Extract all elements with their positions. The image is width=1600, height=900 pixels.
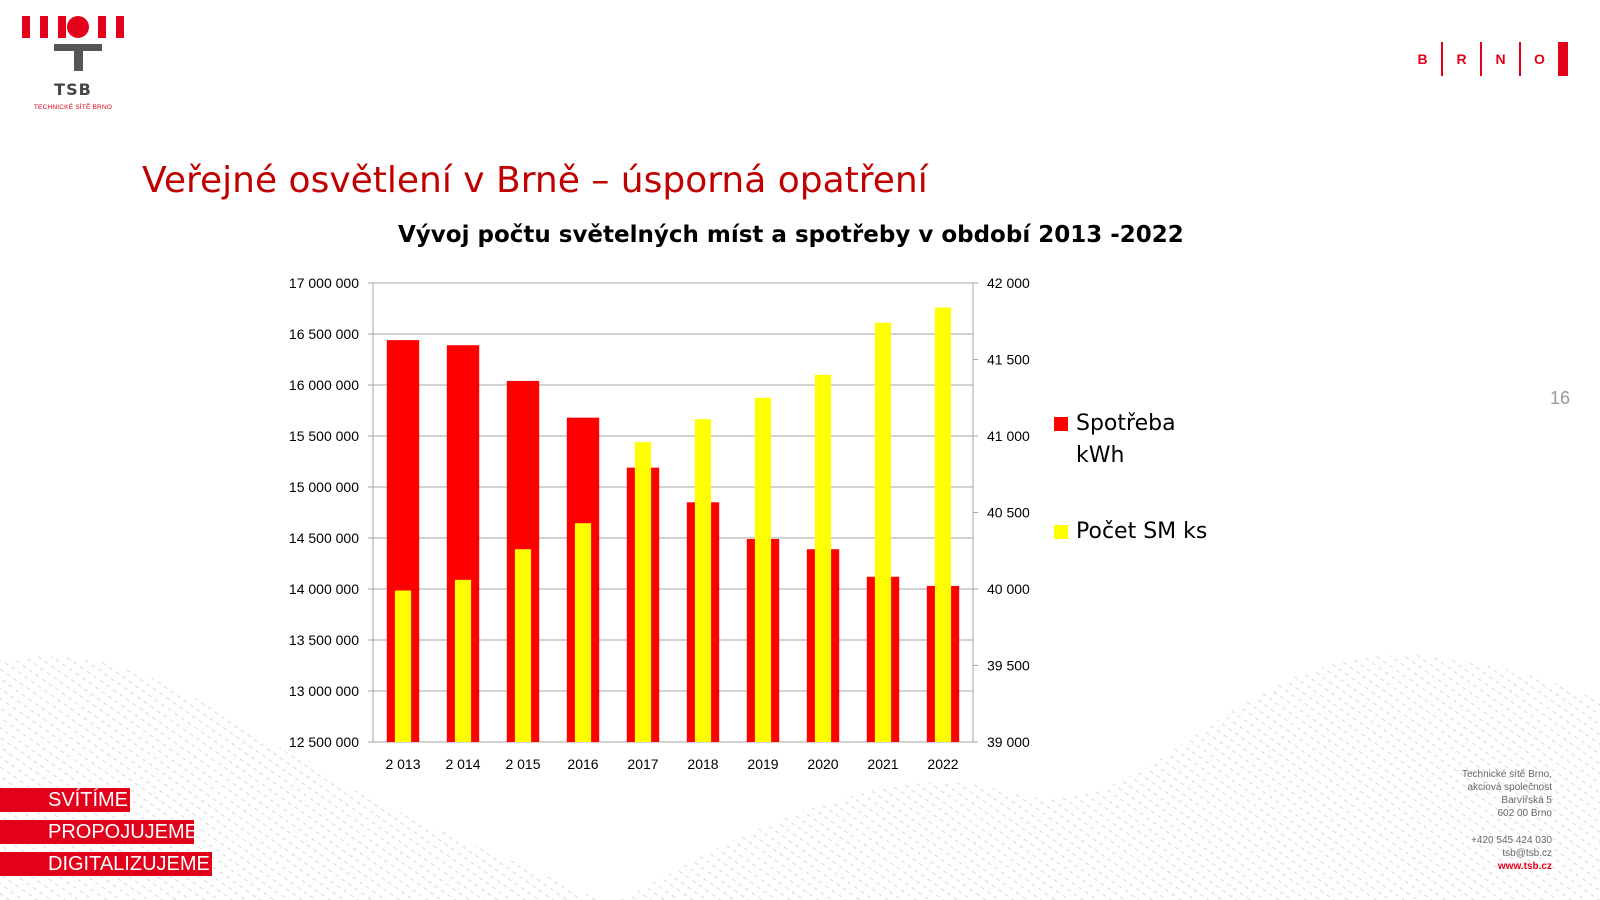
tagline-svitime: SVÍTÍME xyxy=(0,788,130,812)
y-right-tick-label: 41 500 xyxy=(987,352,1030,368)
bar-pocet-sm xyxy=(694,419,712,742)
bar-pocet-sm xyxy=(814,374,832,742)
y-left-tick-label: 12 500 000 xyxy=(289,734,359,750)
tsb-logo-mark xyxy=(22,16,124,40)
page-number: 16 xyxy=(1550,388,1571,408)
legend-swatch-yellow xyxy=(1054,525,1068,539)
legend-label: Spotřeba kWh xyxy=(1076,411,1176,468)
y-left-tick-label: 15 500 000 xyxy=(289,428,359,444)
address-line: 602 00 Brno xyxy=(1497,808,1553,819)
company-address: Technické sítě Brno, akciová společnost … xyxy=(1400,768,1552,873)
brno-letter: B xyxy=(1417,51,1428,67)
x-tick-label: 2019 xyxy=(747,756,778,772)
address-email[interactable]: tsb@tsb.cz xyxy=(1502,848,1552,859)
y-right-tick-label: 41 000 xyxy=(987,428,1030,444)
brno-letter: O xyxy=(1534,51,1545,67)
x-tick-label: 2 013 xyxy=(385,756,420,772)
y-left-tick-label: 14 000 000 xyxy=(289,581,359,597)
y-right-tick-label: 40 000 xyxy=(987,581,1030,597)
y-left-tick-label: 16 500 000 xyxy=(289,326,359,342)
address-line: akciová společnost xyxy=(1467,782,1553,793)
y-left-tick-label: 16 000 000 xyxy=(289,377,359,393)
tsb-logo-subtitle: TECHNICKÉ SÍTĚ BRNO xyxy=(33,104,113,111)
y-left-tick-label: 13 000 000 xyxy=(289,683,359,699)
address-phone: +420 545 424 030 xyxy=(1471,835,1552,846)
address-web-link[interactable]: www.tsb.cz xyxy=(1497,861,1552,872)
tagline-digitalizujeme: DIGITALIZUJEME xyxy=(0,852,212,876)
x-tick-label: 2022 xyxy=(927,756,958,772)
bar-pocet-sm xyxy=(394,590,412,742)
chart-title: Vývoj počtu světelných míst a spotřeby v… xyxy=(398,222,1184,248)
bar-pocet-sm xyxy=(454,579,472,742)
x-tick-label: 2020 xyxy=(807,756,838,772)
y-right-tick-label: 40 500 xyxy=(987,505,1030,521)
address-line: Technické sítě Brno, xyxy=(1461,769,1552,780)
tagline-propojujeme: PROPOJUJEME xyxy=(0,820,198,844)
brno-letter: N xyxy=(1495,51,1506,67)
tsb-logo-name: TSB xyxy=(54,80,92,99)
legend-swatch-red xyxy=(1054,417,1068,431)
y-left-tick-label: 14 500 000 xyxy=(289,530,359,546)
slide-title: Veřejné osvětlení v Brně – úsporná opatř… xyxy=(142,160,928,201)
bar-pocet-sm xyxy=(634,442,652,742)
y-right-tick-label: 39 500 xyxy=(987,658,1030,674)
bar-pocet-sm xyxy=(754,397,772,742)
x-tick-label: 2 015 xyxy=(505,756,540,772)
y-left-tick-label: 17 000 000 xyxy=(289,275,359,291)
x-tick-label: 2016 xyxy=(567,756,598,772)
y-left-tick-label: 13 500 000 xyxy=(289,632,359,648)
tsb-logo: TSB TECHNICKÉ SÍTĚ BRNO xyxy=(22,16,130,116)
bar-pocet-sm xyxy=(574,523,592,742)
y-left-tick-label: 15 000 000 xyxy=(289,479,359,495)
legend-label: Počet SM ks xyxy=(1076,519,1208,544)
x-tick-label: 2 014 xyxy=(445,756,480,772)
bar-pocet-sm xyxy=(514,549,532,742)
brno-logo: B R N O xyxy=(1412,42,1568,76)
x-tick-label: 2018 xyxy=(687,756,718,772)
y-right-tick-label: 42 000 xyxy=(987,275,1030,291)
bar-pocet-sm xyxy=(934,307,952,742)
x-tick-label: 2017 xyxy=(627,756,658,772)
bar-pocet-sm xyxy=(874,322,892,742)
brno-letter: R xyxy=(1456,51,1467,67)
address-line: Barvířská 5 xyxy=(1501,795,1552,806)
x-tick-label: 2021 xyxy=(867,756,898,772)
y-right-tick-label: 39 000 xyxy=(987,734,1030,750)
